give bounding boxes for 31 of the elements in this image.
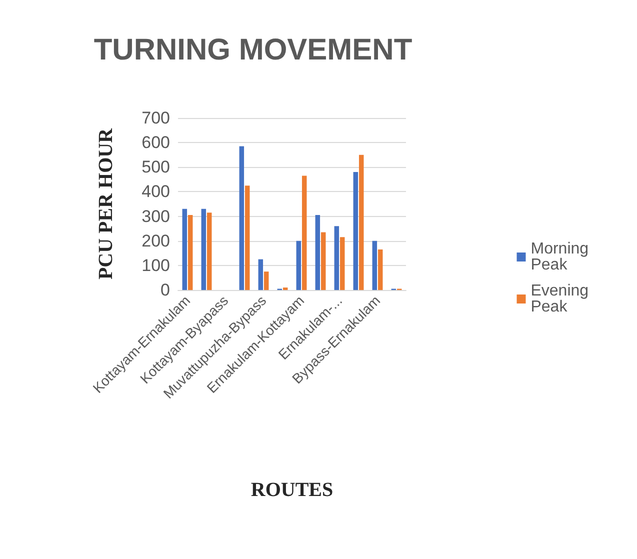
y-tick-label: 300 — [142, 206, 170, 226]
y-axis-title: PCU PER HOUR — [95, 128, 117, 280]
legend-label: Morning Peak — [530, 240, 593, 274]
bar — [358, 154, 364, 290]
chart-title: TURNING MOVEMENT — [94, 34, 412, 66]
y-tick-label: 0 — [160, 280, 170, 300]
bar — [188, 215, 193, 290]
bar — [320, 232, 326, 290]
y-tick-label: 500 — [142, 158, 170, 177]
bar — [372, 240, 378, 290]
y-tick-label: 100 — [142, 256, 170, 275]
x-axis-title: ROUTES — [250, 479, 334, 501]
bar — [353, 172, 358, 290]
bar — [302, 176, 307, 290]
bar — [258, 259, 264, 290]
y-tick-label: 600 — [142, 133, 170, 152]
y-tick-label: 200 — [142, 231, 170, 250]
bar — [244, 186, 250, 290]
bar — [340, 237, 345, 290]
bar — [334, 226, 340, 290]
bar — [206, 212, 212, 290]
bar — [378, 249, 383, 290]
bar — [264, 272, 269, 290]
y-tick-label: 700 — [142, 108, 170, 128]
bar — [296, 240, 302, 290]
bar — [182, 208, 188, 290]
bar — [315, 215, 320, 290]
bar — [201, 208, 206, 290]
y-tick-label: 400 — [142, 182, 170, 202]
bar — [239, 146, 244, 290]
legend-label: Evening Peak — [530, 282, 593, 316]
